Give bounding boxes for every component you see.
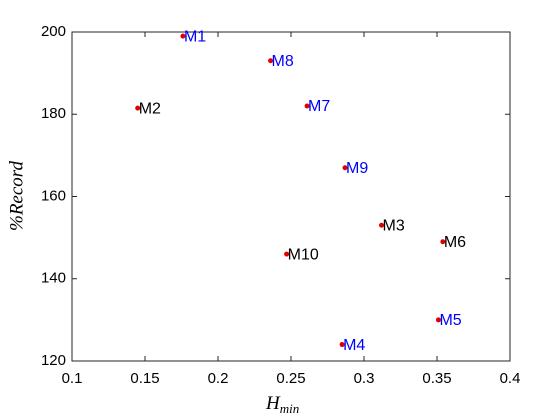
point-label: M4 (343, 337, 365, 354)
y-tick-label: 180 (41, 105, 66, 122)
point-label: M9 (346, 160, 368, 177)
point (135, 105, 141, 111)
point-label: M7 (308, 98, 330, 115)
x-tick-label: 0.2 (208, 370, 229, 387)
x-tick-label: 0.35 (422, 370, 451, 387)
x-tick-label: 0.15 (130, 370, 159, 387)
x-axis-label-sub: min (280, 401, 300, 416)
point (339, 342, 345, 348)
x-tick-label: 0.25 (276, 370, 305, 387)
point-label: M8 (272, 53, 294, 70)
y-tick-label: 120 (41, 352, 66, 369)
y-tick-label: 160 (41, 187, 66, 204)
point (379, 222, 385, 228)
x-axis-label-base: H (265, 393, 281, 414)
y-tick-label: 140 (41, 270, 66, 287)
point-label: M1 (184, 28, 206, 45)
x-tick-label: 0.4 (500, 370, 521, 387)
y-tick-label: 200 (41, 23, 66, 40)
x-tick-label: 0.1 (62, 370, 83, 387)
point-label: M3 (383, 218, 405, 235)
x-tick-label: 0.3 (354, 370, 375, 387)
point (304, 103, 310, 109)
x-axis-label: Hmin (265, 393, 299, 416)
point (284, 251, 290, 257)
point-label: M2 (139, 100, 161, 117)
point (440, 239, 446, 245)
point-label: M10 (288, 246, 319, 263)
point-label: M5 (439, 312, 461, 329)
point (435, 317, 441, 323)
point-label: M6 (444, 234, 466, 251)
plot-frame (71, 31, 511, 362)
point (180, 33, 186, 39)
point (342, 165, 348, 171)
y-axis-label: %Record (6, 161, 27, 231)
point (268, 58, 274, 64)
